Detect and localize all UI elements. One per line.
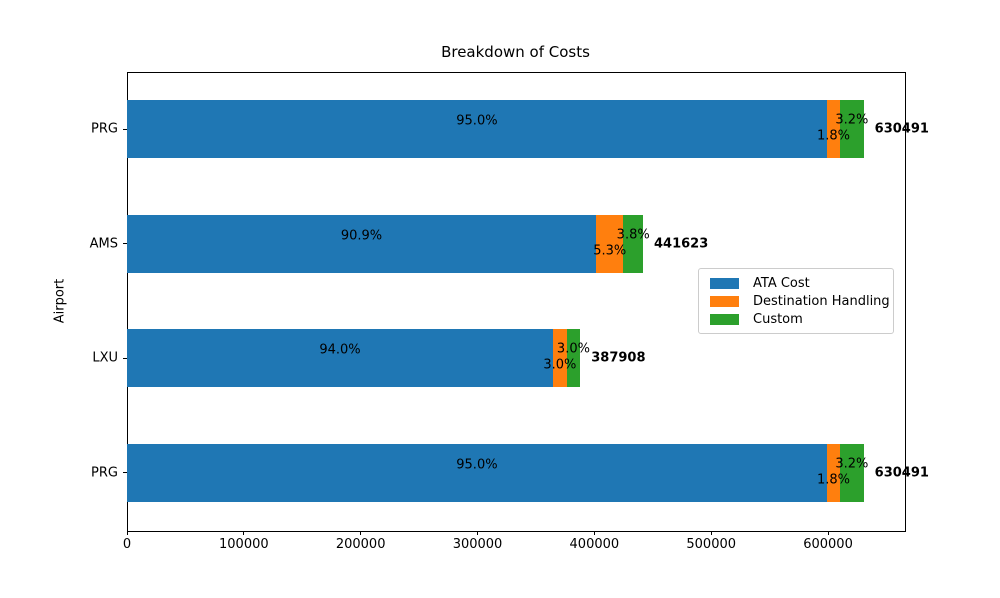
x-tick-label: 300000 <box>452 537 503 552</box>
bar-segment-custom <box>840 443 864 502</box>
x-tick-mark <box>593 531 595 535</box>
bar-total-label: 441623 <box>654 236 709 252</box>
x-tick-mark <box>710 531 712 535</box>
segment-pct-label: 90.9% <box>340 228 383 244</box>
legend-swatch-custom <box>710 313 739 325</box>
segment-pct-label: 3.2% <box>835 112 869 128</box>
x-tick-mark <box>360 531 362 535</box>
bar-segment-destination-handling <box>596 214 624 273</box>
segment-pct-label: 94.0% <box>319 342 361 358</box>
y-tick-mark <box>123 357 127 359</box>
legend-entry: ATA Cost <box>707 274 885 292</box>
segment-pct-label: 5.3% <box>593 243 627 259</box>
legend-label: Destination Handling <box>753 293 890 309</box>
y-tick-label: AMS <box>89 236 118 252</box>
x-tick-label: 400000 <box>569 537 620 552</box>
legend-entry: Destination Handling <box>707 292 890 310</box>
x-tick-mark <box>477 531 479 535</box>
segment-pct-label: 95.0% <box>456 457 498 473</box>
bar-segment-custom <box>840 100 864 159</box>
legend-swatch-ata-cost <box>710 277 739 289</box>
x-tick-label: 200000 <box>335 537 386 552</box>
legend-label: ATA Cost <box>753 275 810 291</box>
bar-total-label: 630491 <box>874 121 929 137</box>
bar-segment-destination-handling <box>826 443 841 502</box>
bar-segment-destination-handling <box>826 100 841 159</box>
y-tick-mark <box>123 128 127 130</box>
x-tick-mark <box>827 531 829 535</box>
legend-entry: Custom <box>707 310 885 328</box>
x-tick-label: 0 <box>122 537 132 552</box>
bar-segment-ata-cost <box>127 100 827 159</box>
segment-pct-label: 1.8% <box>816 128 850 144</box>
chart-title: Breakdown of Costs <box>441 43 590 61</box>
legend-label: Custom <box>753 311 803 327</box>
segment-pct-label: 3.0% <box>543 357 577 373</box>
y-tick-label: LXU <box>92 350 118 366</box>
bar-segment-ata-cost <box>127 329 554 388</box>
bar-segment-ata-cost <box>127 214 597 273</box>
y-tick-mark <box>123 472 127 474</box>
x-tick-mark <box>126 531 128 535</box>
legend: ATA Cost Destination Handling Custom <box>698 268 894 334</box>
y-tick-mark <box>123 243 127 245</box>
x-tick-label: 600000 <box>803 537 853 552</box>
x-tick-mark <box>243 531 245 535</box>
segment-pct-label: 3.0% <box>556 341 590 357</box>
bar-segment-custom <box>566 329 581 388</box>
segment-pct-label: 3.2% <box>835 456 869 472</box>
bar-segment-destination-handling <box>553 329 567 388</box>
legend-swatch-destination-handling <box>710 295 739 307</box>
segment-pct-label: 1.8% <box>816 472 850 488</box>
segment-pct-label: 3.8% <box>616 227 650 243</box>
y-tick-label: PRG <box>91 121 118 137</box>
bar-segment-custom <box>623 214 643 273</box>
segment-pct-label: 95.0% <box>456 113 498 129</box>
bar-segment-ata-cost <box>127 443 827 502</box>
bar-total-label: 387908 <box>591 350 646 366</box>
x-tick-label: 100000 <box>219 537 269 552</box>
bar-total-label: 630491 <box>874 465 929 481</box>
y-axis-label: Airport <box>52 278 68 324</box>
x-tick-label: 500000 <box>686 537 737 552</box>
y-tick-label: PRG <box>91 465 118 481</box>
